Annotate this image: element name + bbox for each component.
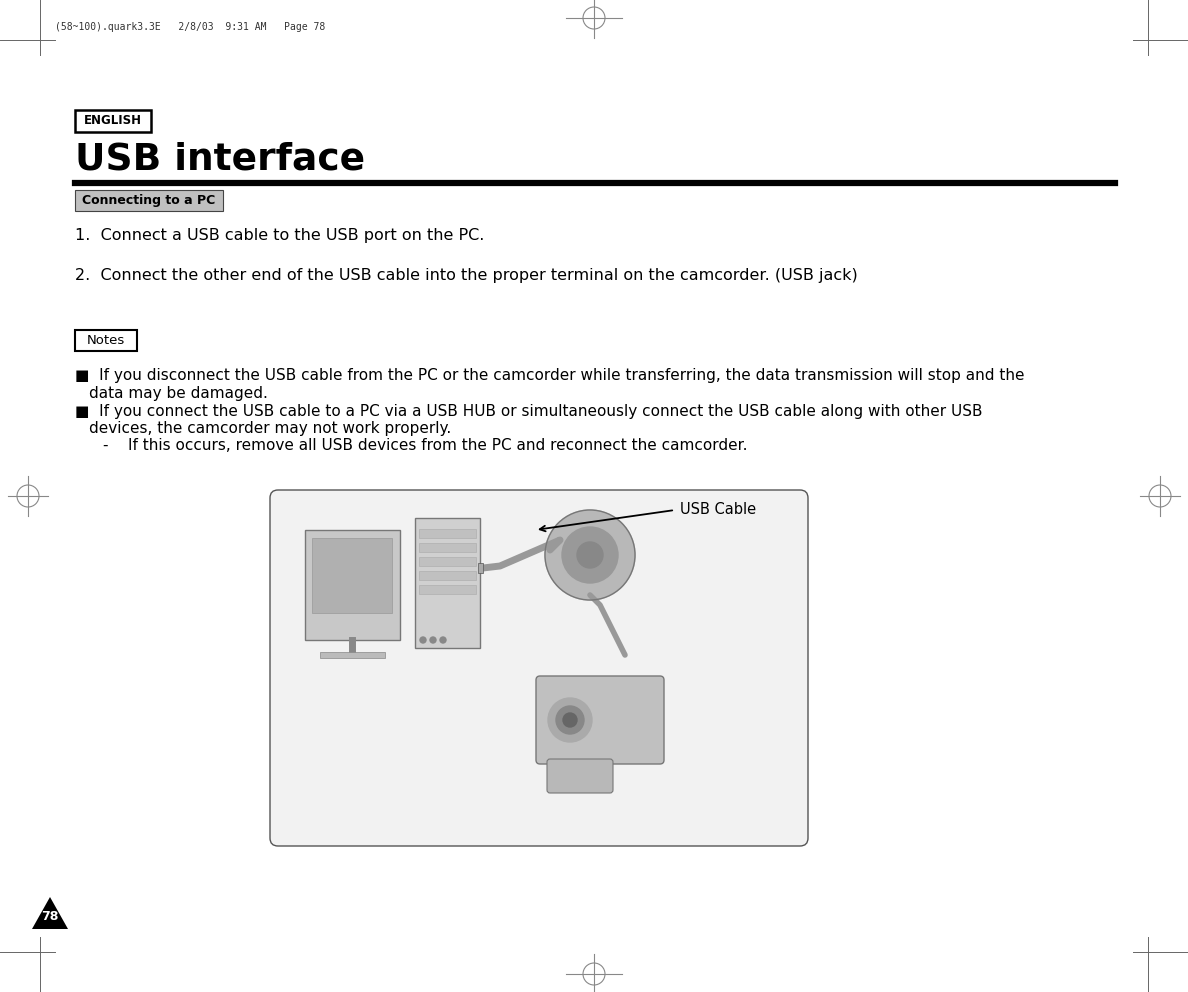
Bar <box>478 563 484 573</box>
Text: 2.  Connect the other end of the USB cable into the proper terminal on the camco: 2. Connect the other end of the USB cabl… <box>75 268 858 283</box>
Text: 78: 78 <box>42 911 58 924</box>
Circle shape <box>545 510 636 600</box>
Text: ■  If you disconnect the USB cable from the PC or the camcorder while transferri: ■ If you disconnect the USB cable from t… <box>75 368 1024 383</box>
Polygon shape <box>32 897 68 929</box>
Circle shape <box>548 698 592 742</box>
Text: ■  If you connect the USB cable to a PC via a USB HUB or simultaneously connect : ■ If you connect the USB cable to a PC v… <box>75 404 982 419</box>
Bar <box>419 543 476 552</box>
FancyBboxPatch shape <box>270 490 808 846</box>
Bar <box>419 571 476 580</box>
Text: devices, the camcorder may not work properly.: devices, the camcorder may not work prop… <box>89 421 451 436</box>
Bar <box>419 585 476 594</box>
Bar <box>419 529 476 538</box>
Circle shape <box>440 637 446 643</box>
Circle shape <box>430 637 436 643</box>
Bar <box>305 530 400 640</box>
Circle shape <box>563 713 577 727</box>
Text: (58~100).quark3.3E   2/8/03  9:31 AM   Page 78: (58~100).quark3.3E 2/8/03 9:31 AM Page 7… <box>55 22 326 32</box>
Bar <box>419 557 476 566</box>
Text: 1.  Connect a USB cable to the USB port on the PC.: 1. Connect a USB cable to the USB port o… <box>75 228 485 243</box>
Bar <box>75 330 137 351</box>
Circle shape <box>562 527 618 583</box>
Text: Connecting to a PC: Connecting to a PC <box>82 194 216 207</box>
Bar <box>415 518 480 648</box>
Circle shape <box>556 706 584 734</box>
Bar <box>75 110 151 132</box>
Text: -    If this occurs, remove all USB devices from the PC and reconnect the camcor: - If this occurs, remove all USB devices… <box>103 438 747 453</box>
FancyBboxPatch shape <box>546 759 613 793</box>
Text: data may be damaged.: data may be damaged. <box>89 386 267 401</box>
Text: USB interface: USB interface <box>75 142 365 178</box>
Bar <box>320 652 385 658</box>
Bar <box>312 538 392 613</box>
Text: ENGLISH: ENGLISH <box>84 114 143 128</box>
Circle shape <box>421 637 426 643</box>
Text: Notes: Notes <box>87 334 125 347</box>
FancyBboxPatch shape <box>536 676 664 764</box>
Text: USB Cable: USB Cable <box>680 503 756 518</box>
Bar <box>75 190 223 211</box>
Circle shape <box>577 542 604 568</box>
